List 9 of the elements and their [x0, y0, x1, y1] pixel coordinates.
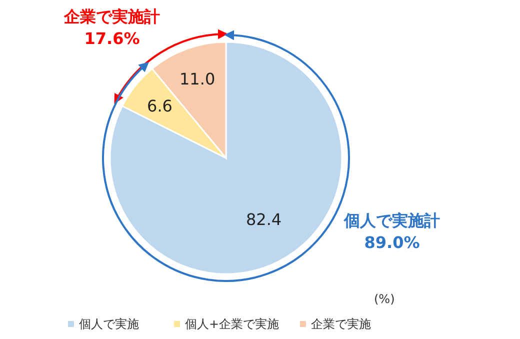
- text: 個人で実施計 89.0%: [343, 211, 440, 252]
- legend-label: 個人+企業で実施: [185, 317, 280, 331]
- text: 企業で実施計 17.6%: [63, 7, 160, 48]
- legend-label: 個人で実施: [79, 317, 139, 331]
- data-label: 6.6: [147, 96, 172, 116]
- data-label: 82.4: [246, 210, 282, 230]
- text: (%): [374, 292, 395, 306]
- legend-label: 企業で実施: [311, 317, 371, 331]
- data-label: 11.0: [180, 69, 216, 88]
